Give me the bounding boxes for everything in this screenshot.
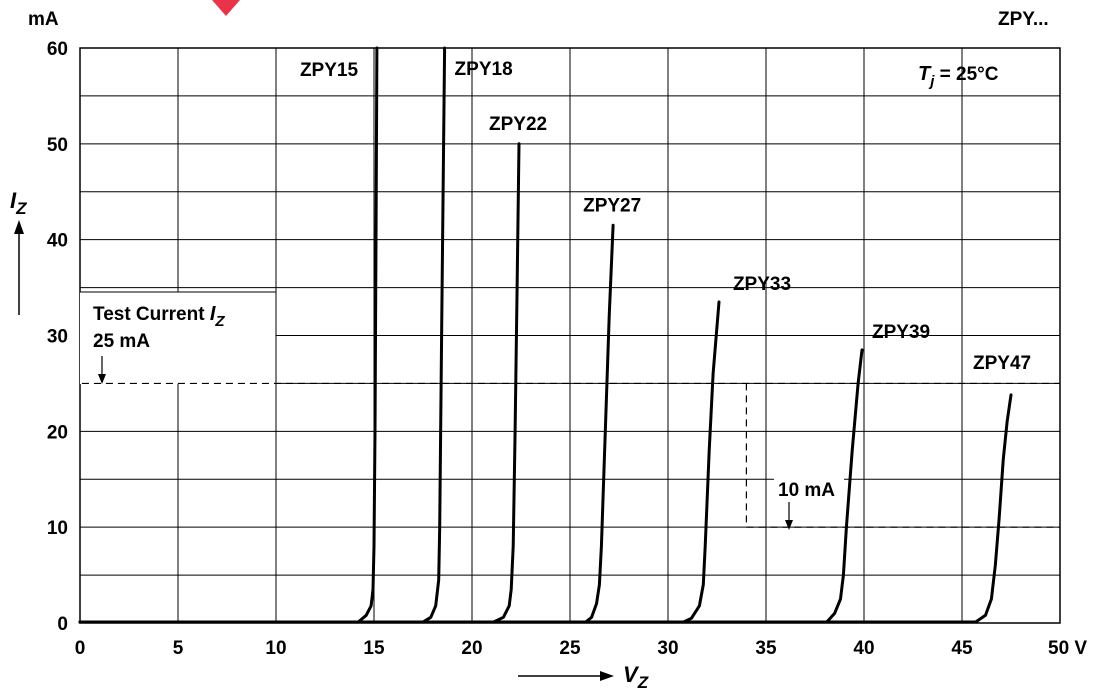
series-label-zpy47: ZPY47: [973, 353, 1031, 374]
test-current-arrowhead: [98, 374, 106, 384]
y-tick-label: 30: [47, 327, 68, 348]
y-axis-label: IZ: [10, 188, 27, 218]
x-tick-label: 45: [951, 638, 973, 659]
x-tick-label: 30: [657, 638, 678, 659]
series-label-zpy18: ZPY18: [455, 59, 513, 80]
y-axis-arrowhead: [14, 220, 24, 234]
series-label-zpy33: ZPY33: [733, 274, 791, 295]
series-line-zpy15: [78, 46, 379, 624]
temperature-condition: Tj = 25°C: [918, 63, 999, 90]
test-current-title: Test Current IZ: [93, 303, 225, 330]
x-tick-labels: 0 5 10 15 20 25 30 35 40 45 50 V: [75, 638, 1088, 659]
test-current-value: 25 mA: [93, 331, 150, 352]
series-curves: [78, 46, 1013, 624]
y-tick-label: 0: [57, 614, 68, 635]
x-tick-label: 0: [75, 638, 86, 659]
x-tick-label: 10: [265, 638, 286, 659]
x-tick-label: 40: [853, 638, 874, 659]
series-label-zpy39: ZPY39: [872, 322, 930, 343]
y-tick-label: 50: [47, 135, 68, 156]
series-line-zpy18: [78, 46, 447, 624]
chart-title: ZPY...: [998, 9, 1049, 30]
delta-current-label: 10 mA: [778, 480, 835, 501]
x-tick-label: 25: [559, 638, 581, 659]
x-tick-label: 50 V: [1048, 638, 1087, 659]
x-tick-label: 15: [363, 638, 385, 659]
x-axis-arrowhead: [600, 671, 614, 681]
x-axis-label: VZ: [623, 662, 649, 692]
annotation-lines: [81, 382, 1060, 528]
x-tick-label: 35: [755, 638, 777, 659]
y-tick-label: 20: [47, 422, 68, 443]
test-current-box: [80, 292, 276, 384]
series-line-zpy27: [78, 223, 615, 624]
y-tick-labels: 0 10 20 30 40 50 60: [47, 39, 68, 635]
series-line-zpy22: [78, 142, 521, 624]
y-tick-label: 40: [47, 231, 68, 252]
y-tick-label: 10: [47, 518, 68, 539]
series-labels: ZPY15 ZPY18 ZPY22 ZPY27 ZPY33 ZPY39 ZPY47: [300, 59, 1031, 374]
series-label-zpy15: ZPY15: [300, 60, 359, 81]
y-unit-label: mA: [28, 9, 59, 30]
series-line-zpy39: [78, 348, 864, 624]
y-tick-label: 60: [47, 39, 68, 60]
red-corner-mark: [212, 0, 240, 16]
series-line-zpy47: [78, 393, 1013, 624]
delta-label-bg: [774, 476, 844, 500]
series-label-zpy27: ZPY27: [583, 195, 641, 216]
series-label-zpy22: ZPY22: [489, 114, 547, 135]
x-tick-label: 5: [173, 638, 184, 659]
x-tick-label: 20: [461, 638, 482, 659]
delta-arrowhead: [785, 520, 793, 530]
